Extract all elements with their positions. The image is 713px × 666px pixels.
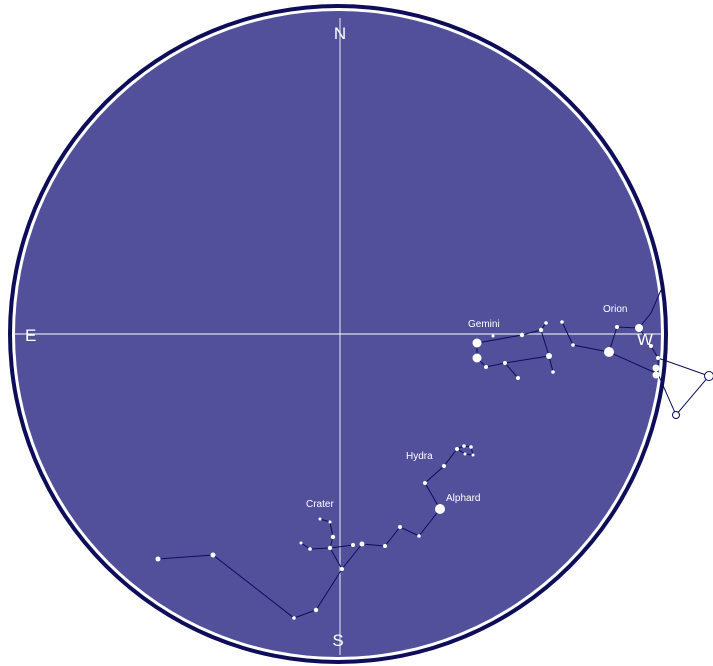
star: [635, 324, 643, 332]
star: [560, 320, 564, 324]
crater-label: Crater: [306, 499, 334, 510]
star: [308, 547, 312, 551]
star: [299, 541, 303, 545]
offdisc-lines: [657, 357, 710, 416]
crater-line-2: [300, 542, 354, 550]
star: [351, 543, 355, 547]
star: [471, 453, 475, 457]
star: [551, 370, 555, 374]
star: [313, 607, 319, 613]
star: [318, 517, 322, 521]
gemini-line-1: [476, 322, 547, 344]
star: [503, 361, 507, 365]
star: [538, 327, 544, 333]
east-label: E: [25, 326, 36, 345]
star: [155, 556, 161, 562]
star: [292, 616, 296, 620]
north-label: N: [334, 24, 346, 43]
cardinal-labels: N S E W: [25, 24, 653, 650]
west-label: W: [637, 330, 653, 349]
star: [328, 520, 332, 524]
orion-line-3: [608, 351, 659, 375]
star: [472, 353, 482, 363]
star: [652, 364, 660, 372]
offdisc-star: [672, 411, 680, 419]
orion-label: Orion: [603, 304, 627, 315]
meridian-lines: [14, 18, 664, 655]
star: [462, 444, 466, 448]
stars: [155, 320, 660, 620]
star: [604, 347, 614, 357]
south-label: S: [332, 631, 343, 650]
offdisc-star: [704, 371, 713, 381]
gemini-label: Gemini: [468, 319, 500, 330]
star: [571, 343, 575, 347]
star: [340, 567, 344, 571]
star: [472, 338, 482, 348]
star: [615, 325, 619, 329]
star-alphard: [435, 504, 445, 514]
star: [544, 321, 548, 325]
constellation-labels: Gemini Orion Hydra Crater Alphard: [306, 304, 627, 510]
offdisc-stars: [672, 371, 713, 419]
orion-extension-line: [657, 357, 710, 416]
star: [383, 544, 387, 548]
star: [455, 447, 459, 451]
star: [652, 371, 660, 379]
star: [442, 464, 446, 468]
alphard-label: Alphard: [446, 493, 480, 504]
star: [463, 452, 467, 456]
star: [656, 356, 660, 360]
star: [484, 365, 488, 369]
star: [330, 534, 336, 540]
hydra-label: Hydra: [406, 451, 433, 462]
star: [423, 481, 427, 485]
star: [469, 445, 473, 449]
star: [210, 552, 216, 558]
star: [516, 376, 520, 380]
star: [546, 353, 552, 359]
gemini-line-4: [540, 329, 550, 357]
star: [417, 534, 421, 538]
orion-line-4: [638, 289, 662, 329]
star: [327, 545, 333, 551]
star: [359, 541, 365, 547]
gemini-line-3: [504, 362, 519, 379]
star: [519, 332, 525, 338]
star: [491, 334, 495, 338]
star: [398, 525, 402, 529]
star: [649, 344, 653, 348]
